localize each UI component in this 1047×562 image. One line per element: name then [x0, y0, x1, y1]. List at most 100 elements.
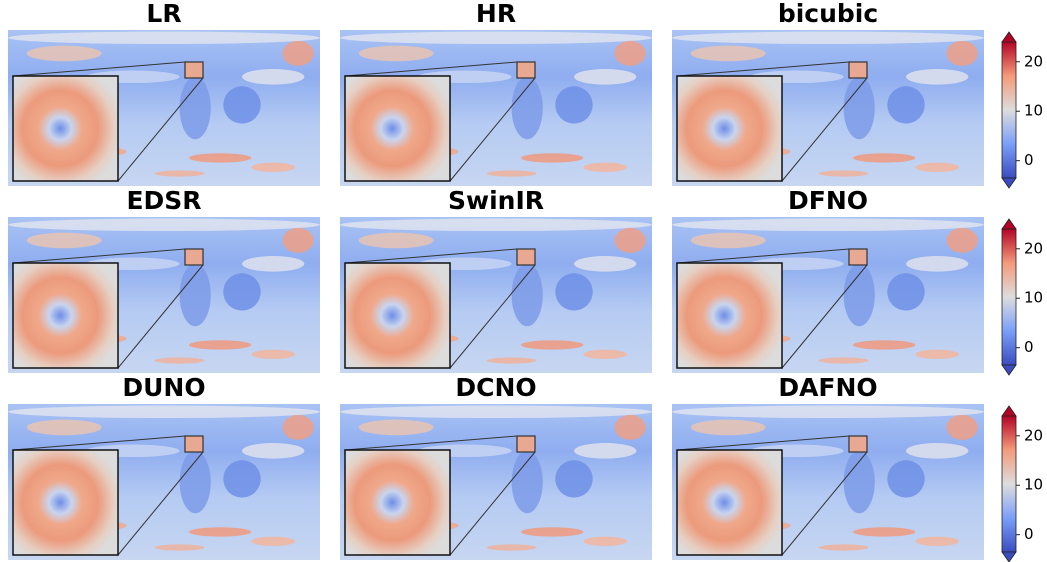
map-feature — [614, 227, 646, 253]
map-feature — [223, 273, 261, 311]
panel-title: DAFNO — [778, 373, 877, 402]
zoom-line — [676, 61, 850, 77]
map-feature — [915, 162, 960, 172]
panel-title: SwinIR — [448, 186, 544, 215]
colorbar — [1001, 228, 1017, 366]
zoom-line — [117, 77, 204, 182]
zoom-line — [781, 451, 868, 556]
map-feature — [188, 340, 252, 350]
map-feature — [574, 69, 637, 85]
zoom-inset — [12, 449, 119, 556]
map-feature — [852, 340, 916, 350]
map-feature — [340, 31, 652, 45]
map-feature — [843, 76, 875, 140]
map-feature — [574, 255, 637, 272]
colorbar-extend — [1001, 405, 1017, 417]
zoom-inset — [344, 262, 451, 369]
map-feature — [179, 76, 211, 140]
map-feature — [486, 170, 537, 177]
map-feature — [282, 40, 314, 66]
colorbar-tick-label: 0 — [1024, 338, 1034, 356]
map-feature — [818, 544, 869, 551]
map-feature — [154, 170, 205, 177]
map-feature — [583, 162, 628, 172]
map-feature — [511, 450, 543, 514]
map-feature — [26, 45, 102, 62]
map-feature — [843, 450, 875, 514]
map-feature — [26, 232, 102, 249]
panel-title: DUNO — [122, 373, 205, 402]
colorbar-tick-label: 20 — [1024, 426, 1043, 444]
zoom-inset — [676, 449, 783, 556]
zoom-box — [516, 435, 536, 453]
map-feature — [358, 45, 434, 62]
map-feature — [852, 153, 916, 163]
zoom-line — [344, 435, 518, 451]
zoom-box — [848, 61, 868, 79]
map-feature — [887, 273, 925, 311]
zoom-line — [449, 77, 536, 182]
zoom-line — [449, 451, 536, 556]
map-feature — [555, 460, 593, 498]
map-feature — [8, 218, 320, 232]
zoom-line — [117, 451, 204, 556]
panel-title: HR — [476, 0, 516, 28]
map-feature — [555, 86, 593, 124]
map-feature — [852, 527, 916, 537]
zoom-box — [848, 435, 868, 453]
map-feature — [906, 255, 969, 272]
map-feature — [672, 31, 984, 45]
colorbar — [1001, 415, 1017, 553]
colorbar-tick-label: 20 — [1024, 239, 1043, 257]
colorbar — [1001, 41, 1017, 179]
map-feature — [520, 153, 584, 163]
panel-title: DFNO — [788, 186, 868, 215]
map-feature — [915, 536, 960, 546]
zoom-line — [676, 435, 850, 451]
map-feature — [282, 227, 314, 253]
map-feature — [818, 357, 869, 364]
map-feature — [188, 153, 252, 163]
map-feature — [690, 419, 766, 436]
map-feature — [520, 340, 584, 350]
map-feature — [154, 544, 205, 551]
colorbar-extend — [1001, 218, 1017, 230]
map-feature — [915, 349, 960, 359]
zoom-line — [781, 77, 868, 182]
map-feature — [486, 544, 537, 551]
map-feature — [223, 460, 261, 498]
map-feature — [26, 419, 102, 436]
map-feature — [251, 162, 296, 172]
zoom-line — [344, 248, 518, 264]
map-feature — [340, 405, 652, 419]
panel-title: bicubic — [778, 0, 878, 28]
zoom-box — [516, 61, 536, 79]
panel-title: LR — [146, 0, 181, 28]
map-feature — [614, 40, 646, 66]
map-feature — [946, 40, 978, 66]
map-feature — [574, 443, 637, 459]
map-feature — [690, 45, 766, 62]
map-feature — [223, 86, 261, 124]
map-feature — [282, 414, 314, 440]
map-feature — [486, 357, 537, 364]
map-feature — [8, 31, 320, 45]
map-feature — [818, 170, 869, 177]
colorbar-extend — [1001, 31, 1017, 43]
map-feature — [672, 405, 984, 419]
colorbar-extend — [1001, 551, 1017, 562]
zoom-box — [184, 248, 204, 266]
zoom-line — [12, 435, 186, 451]
map-feature — [179, 263, 211, 327]
map-feature — [154, 357, 205, 364]
zoom-line — [449, 264, 536, 369]
map-feature — [251, 349, 296, 359]
colorbar-tick-label: 0 — [1024, 151, 1034, 169]
zoom-inset — [12, 75, 119, 182]
map-feature — [672, 218, 984, 232]
zoom-inset — [344, 75, 451, 182]
zoom-line — [676, 248, 850, 264]
zoom-box — [184, 61, 204, 79]
map-feature — [946, 414, 978, 440]
